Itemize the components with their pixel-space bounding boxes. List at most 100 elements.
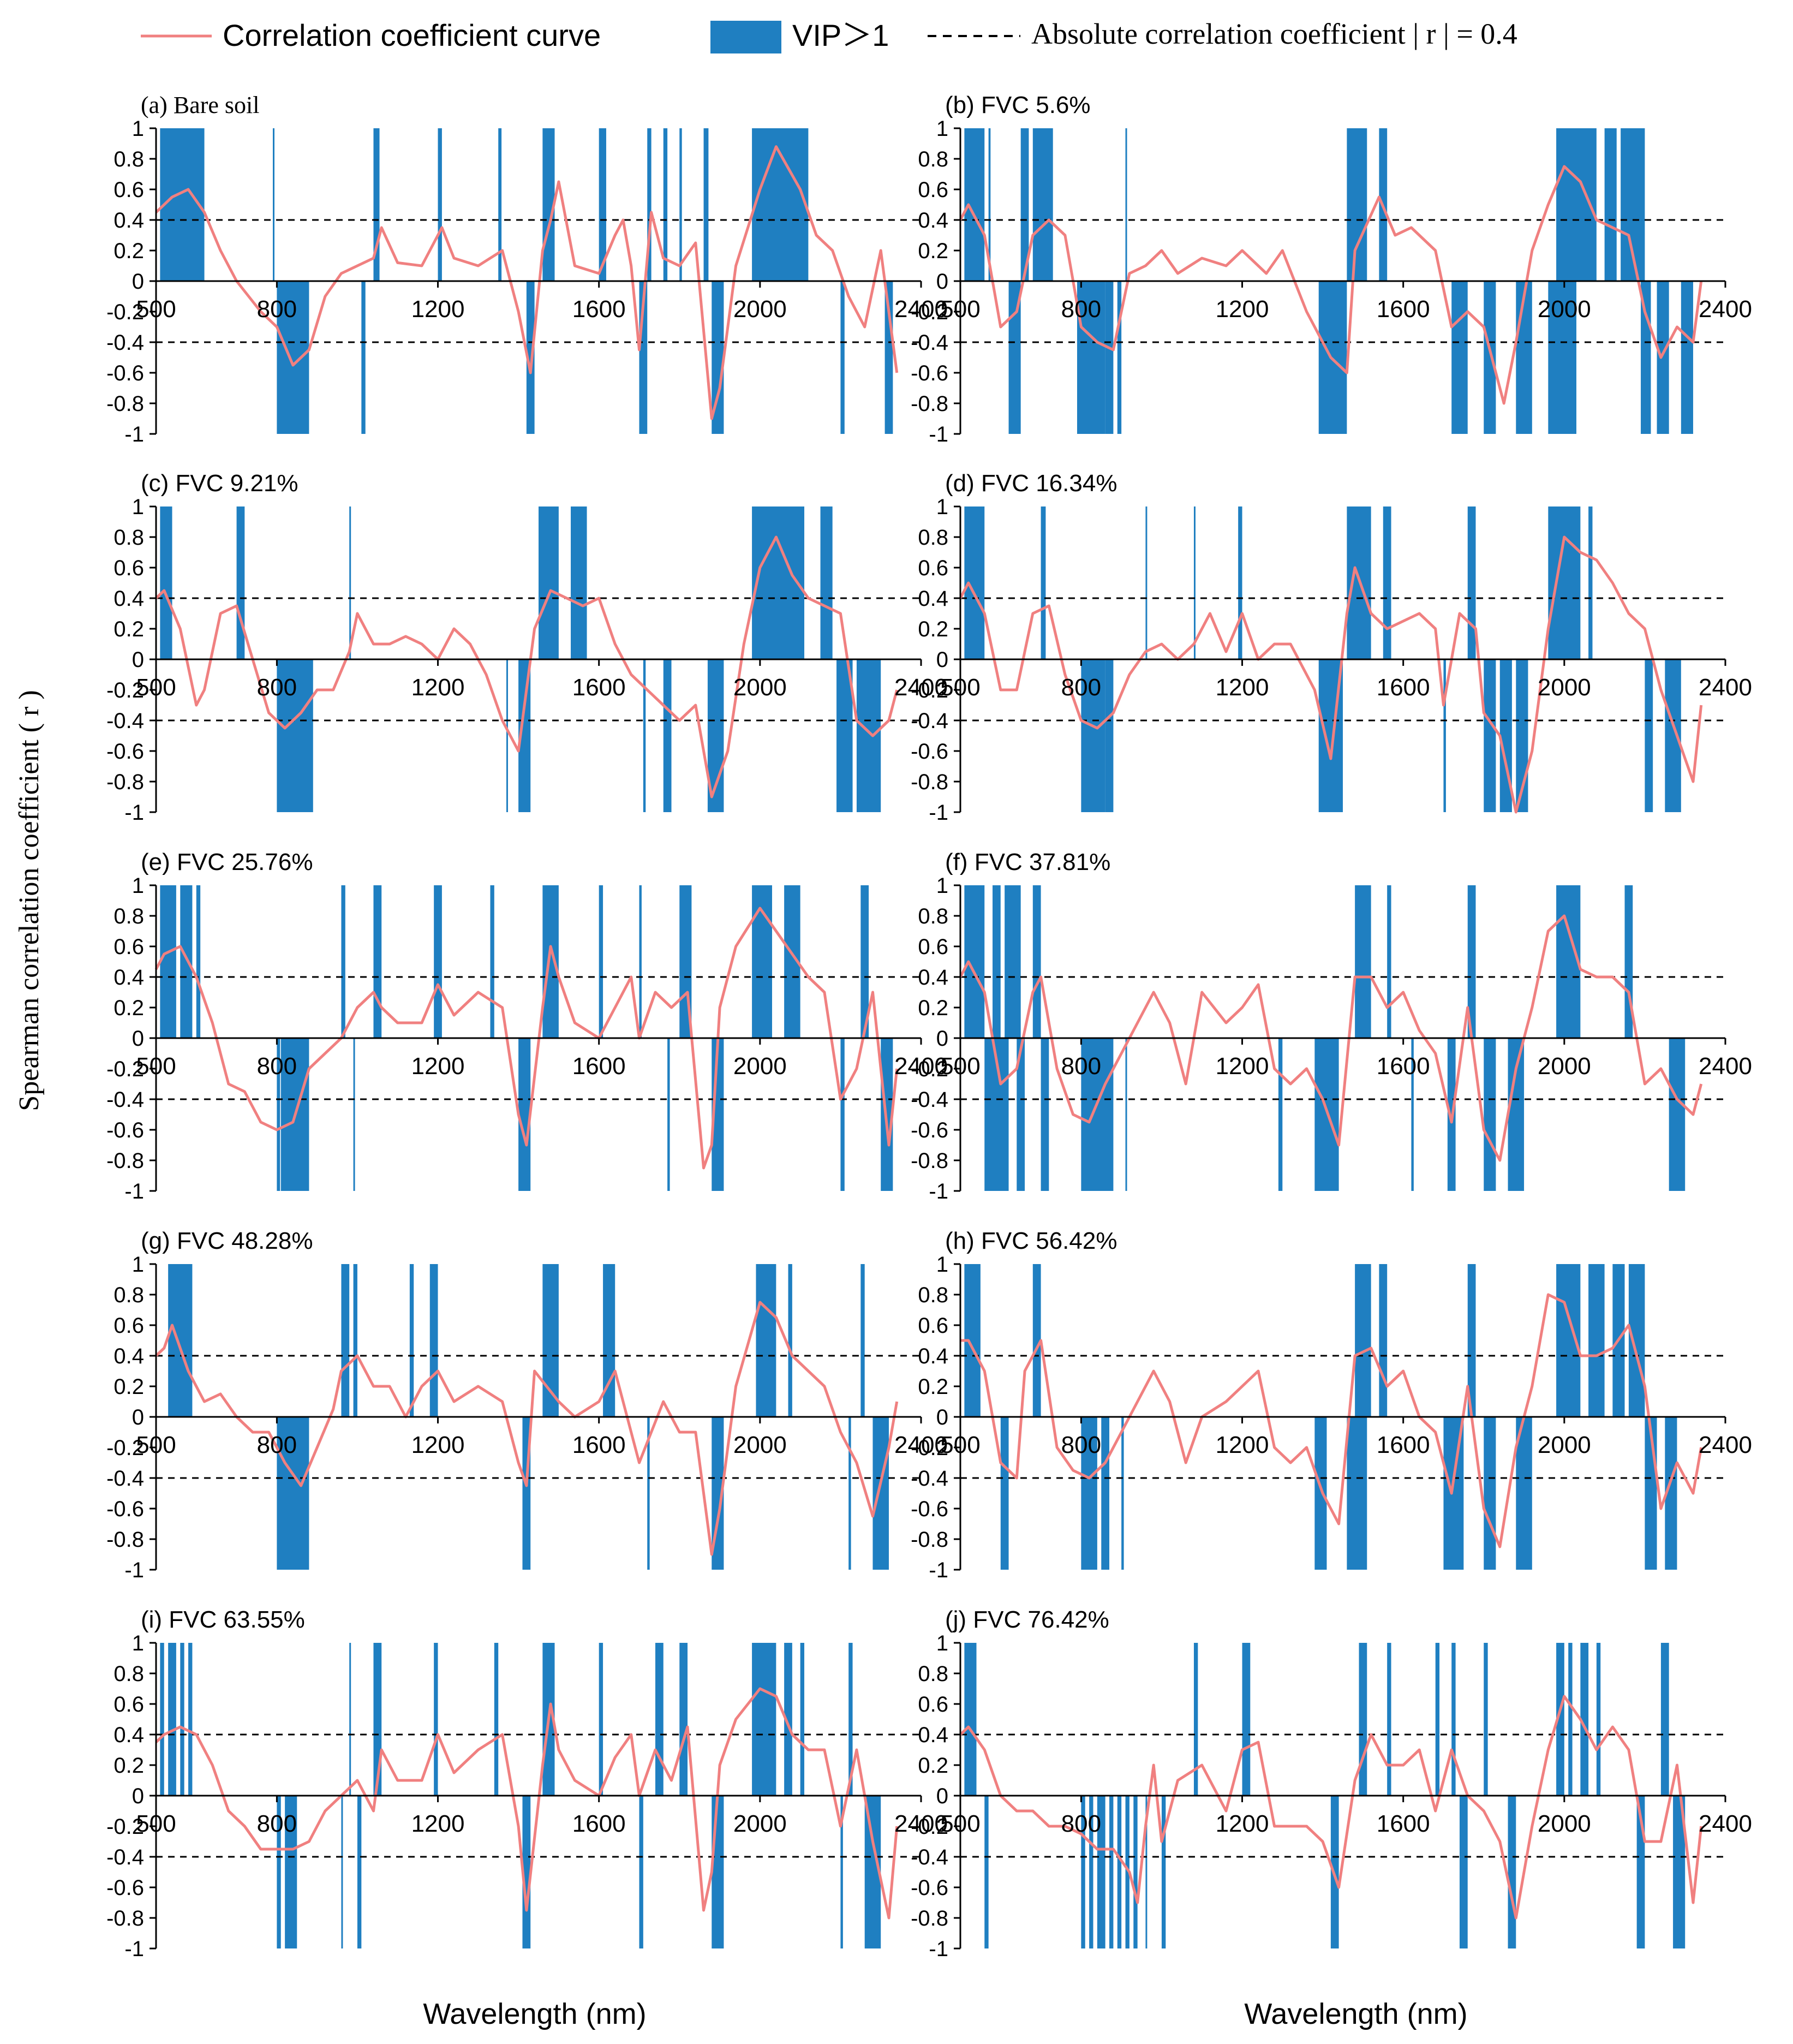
y-tick-label: 0.8 [113, 147, 144, 171]
y-tick-label: 1 [936, 117, 948, 141]
vip-bar [341, 1264, 350, 1417]
y-tick-label: -0.2 [911, 1057, 948, 1081]
panel-d: (d) FVC 16.34%1 0.8 0.6 0.4 0.2 0 -0.2 -0.4 -0.6… [911, 470, 1752, 825]
vip-bar [800, 1643, 805, 1796]
y-tick-label: 0.8 [918, 526, 948, 550]
x-tick-label: 800 [257, 296, 297, 323]
x-tick-label: 1600 [1377, 674, 1430, 701]
vip-bar [1596, 1643, 1601, 1796]
y-tick-label: 0.8 [113, 526, 144, 550]
x-tick-label: 1200 [1216, 1053, 1269, 1080]
vip-bar [349, 1643, 351, 1796]
vip-bar [1383, 506, 1391, 659]
vip-bar [1580, 1643, 1589, 1796]
correlation-curve [154, 907, 899, 1170]
y-tick-label: -0.4 [911, 1467, 948, 1491]
y-tick-label: 0.2 [918, 996, 948, 1020]
legend-threshold-label: Absolute correlation coefficient | r | =… [1031, 17, 1517, 50]
x-tick-label: 2400 [894, 296, 948, 323]
vip-bar [1556, 885, 1581, 1038]
panel-title: (c) FVC 9.21% [141, 470, 298, 497]
vip-bar [603, 1264, 615, 1417]
panel-title: (j) FVC 76.42% [945, 1606, 1109, 1633]
y-tick-label: -0.8 [106, 1906, 144, 1930]
y-tick-label: 0.8 [918, 1662, 948, 1686]
vip-bar [1508, 1038, 1525, 1191]
y-tick-label: 1 [132, 117, 144, 141]
x-tick-label: 2000 [733, 1053, 787, 1080]
y-tick-label: -1 [929, 1179, 948, 1203]
y-tick-label: -0.4 [911, 331, 948, 355]
y-tick-label: -0.8 [911, 1149, 948, 1173]
y-tick-label: -0.6 [106, 1876, 144, 1900]
panel-e: (e) FVC 25.76%10.80.60.40.20-0.2-0.4-0.6… [106, 849, 948, 1203]
y-tick-label: 1 [936, 1253, 948, 1277]
vip-bar [236, 506, 245, 659]
y-axis-title: Spearman correlation coefficient ( r ) [14, 690, 45, 1111]
y-tick-label: 0 [132, 1405, 144, 1429]
vip-bar [1161, 1796, 1166, 1948]
correlation-curve [959, 1695, 1703, 1920]
y-tick-label: 0.6 [918, 1693, 948, 1717]
y-tick-label: 0 [132, 648, 144, 672]
vip-bar [679, 128, 682, 281]
vip-bar [1193, 506, 1196, 659]
y-tick-label: -0.2 [911, 678, 948, 702]
y-tick-label: 0.6 [918, 1314, 948, 1338]
y-tick-label: 0.4 [113, 587, 144, 611]
vip-bar [1101, 1417, 1110, 1570]
vip-bar [506, 659, 508, 812]
vip-bar [712, 1796, 724, 1948]
vip-bar [168, 1264, 193, 1417]
vip-bar [1278, 1038, 1283, 1191]
vip-bar [1516, 281, 1532, 434]
y-tick-label: 0.4 [113, 1723, 144, 1747]
vip-bar [160, 128, 205, 281]
vip-bar [285, 1796, 297, 1948]
y-tick-label: -0.4 [106, 709, 144, 733]
y-tick-label: 0.2 [918, 617, 948, 641]
x-tick-label: 800 [1061, 1432, 1101, 1458]
vip-bar [647, 1417, 650, 1570]
vip-bar [1017, 1038, 1025, 1191]
correlation-curve [155, 535, 899, 798]
y-tick-label: -0.2 [911, 1815, 948, 1839]
vip-bar [1435, 1643, 1440, 1796]
y-tick-label: 0 [936, 270, 948, 294]
y-tick-label: -0.6 [911, 740, 948, 764]
vip-bar [1484, 281, 1496, 434]
correlation-curve [960, 1293, 1703, 1548]
y-tick-label: 0 [936, 1784, 948, 1808]
x-tick-label: 2400 [894, 674, 948, 701]
vip-bar [160, 1643, 164, 1796]
panel-j: (j) FVC 76.42%1 0.8 0.6 0.4 0.2 0 -0.2 -0.4 -0.6… [911, 1606, 1752, 1961]
vip-bar [1105, 659, 1114, 812]
vip-bar [1681, 281, 1693, 434]
y-tick-label: 0.4 [113, 208, 144, 233]
x-tick-label: 800 [1061, 296, 1101, 323]
x-tick-label: 1200 [1216, 1810, 1269, 1837]
panel-title: (g) FVC 48.28% [141, 1227, 313, 1254]
y-tick-label: 0.6 [113, 178, 144, 202]
vip-bar [434, 885, 442, 1038]
vip-bar [1117, 1796, 1122, 1948]
y-tick-label: -0.2 [106, 300, 144, 324]
vip-bar [1097, 1796, 1105, 1948]
vip-bar [1665, 659, 1681, 812]
vip-bar [1125, 1796, 1129, 1948]
y-tick-label: 0.2 [113, 1754, 144, 1778]
vip-bar [1008, 281, 1021, 434]
y-tick-label: -0.4 [106, 1088, 144, 1112]
x-tick-label: 1600 [572, 1432, 626, 1458]
vip-bar [1318, 281, 1347, 434]
vip-bar [1000, 1417, 1009, 1570]
y-tick-label: 0.2 [113, 239, 144, 263]
vip-bar [643, 659, 646, 812]
vip-bar [434, 1643, 438, 1796]
x-tick-label: 1200 [1216, 296, 1269, 323]
vip-bar [1109, 1796, 1114, 1948]
y-tick-label: -0.8 [106, 392, 144, 416]
vip-bar [1020, 128, 1029, 281]
x-tick-label: 2000 [1538, 296, 1591, 323]
y-tick-label: -0.8 [106, 770, 144, 794]
